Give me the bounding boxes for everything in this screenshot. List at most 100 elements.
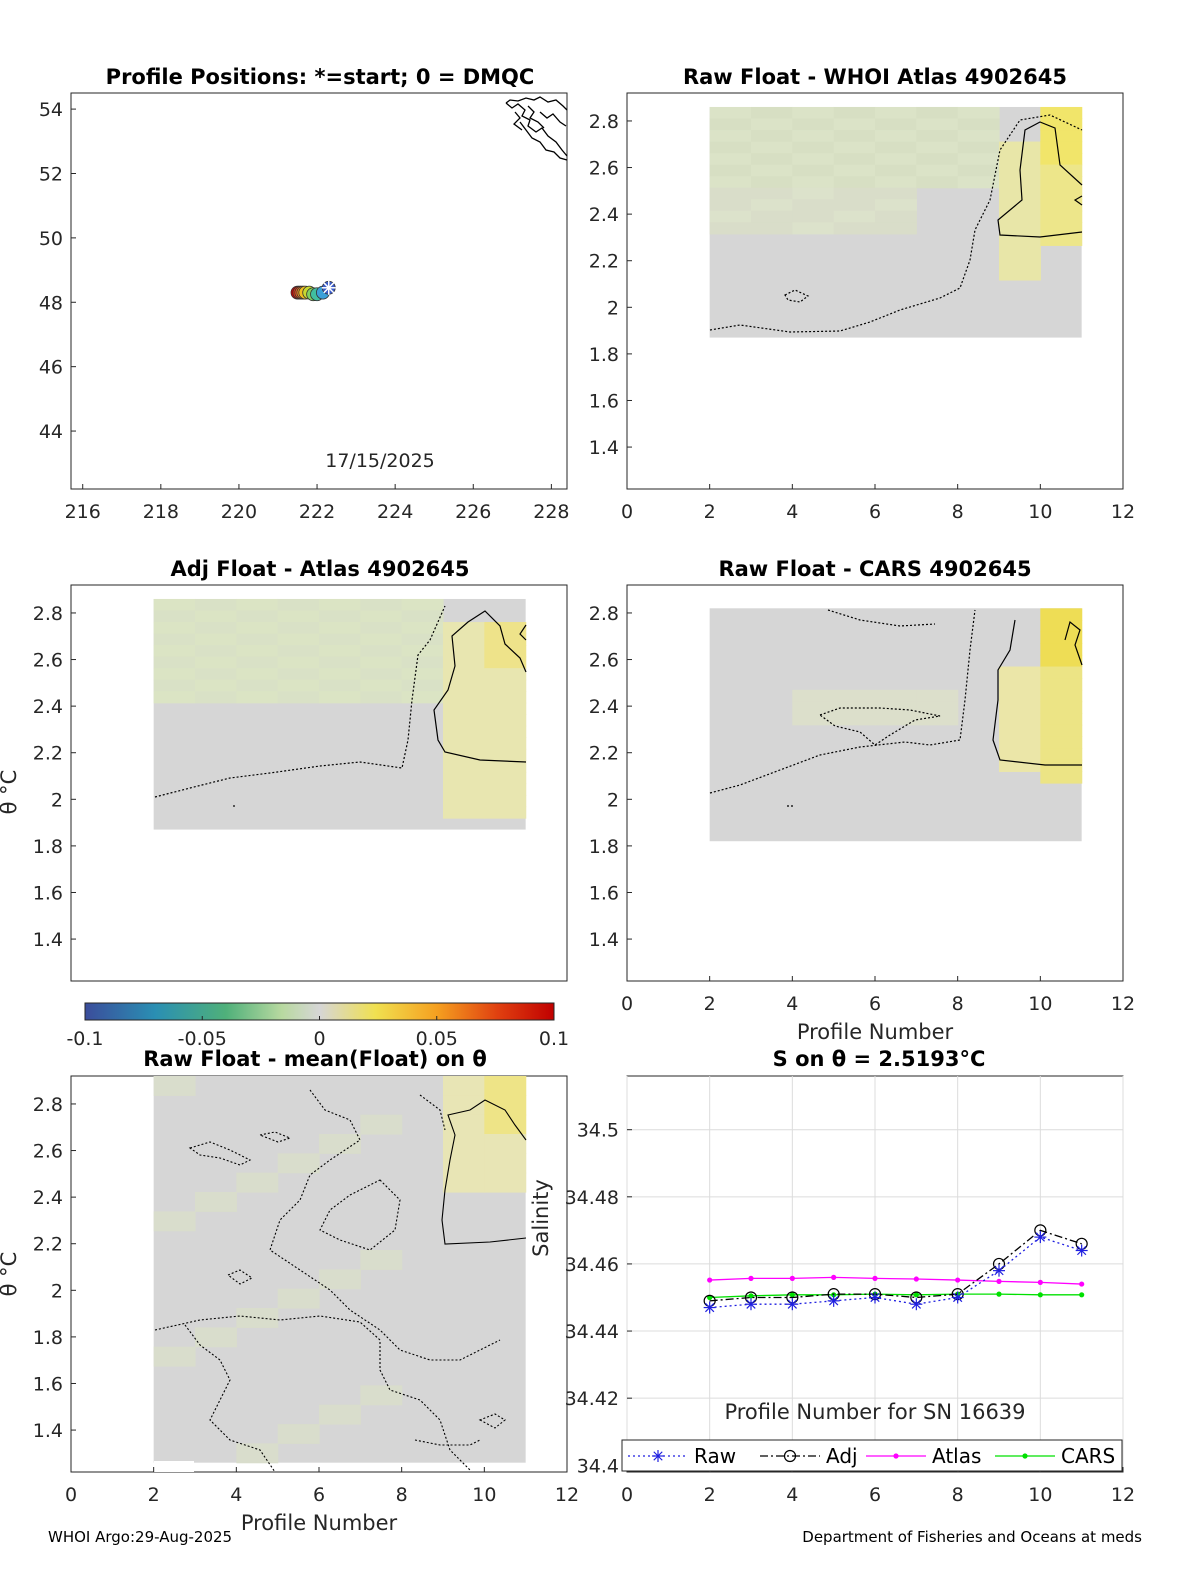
- whoi-heatmap-cell: [833, 141, 876, 154]
- adj-heatmap-cell: [195, 598, 237, 612]
- adj-heatmap-cell: [319, 645, 361, 658]
- whoi-heatmap-cell: [999, 153, 1041, 166]
- positions-annotation: 17/15/2025: [325, 450, 435, 472]
- adj-y-tick-label: 1.4: [33, 929, 63, 951]
- adj-heatmap-cell: [484, 668, 527, 681]
- colorbar-tick-label: 0.05: [416, 1028, 458, 1050]
- whoi-heatmap-cell: [1040, 222, 1083, 235]
- series-point-atlas: [831, 1274, 837, 1280]
- cars-y-tick-label: 1.4: [589, 929, 619, 951]
- adj-heatmap-cell: [484, 760, 527, 773]
- colorbar-tick-label: -0.05: [178, 1028, 227, 1050]
- whoi-atlas-title: Raw Float - WHOI Atlas 4902645: [683, 65, 1067, 89]
- cars-heatmap-cell: [792, 713, 835, 726]
- adj-heatmap-cell: [484, 679, 527, 692]
- whoi-heatmap-cell: [709, 222, 752, 235]
- colorbar-ticks: -0.1 -0.05 0 0.05 0.1: [66, 1016, 569, 1050]
- series-point-cars: [1079, 1292, 1085, 1298]
- whoi-y-tick-label: 2.8: [589, 111, 619, 133]
- adj-heatmap-cell: [360, 668, 403, 681]
- adj-heatmap-cell: [484, 794, 527, 808]
- whoi-heatmap-cell: [1040, 130, 1083, 143]
- cars-y-tick-label: 2.4: [589, 696, 619, 718]
- positions-y-tick-label: 52: [39, 163, 63, 185]
- whoi-heatmap-cell: [709, 118, 752, 131]
- whoi-heatmap-cell: [833, 222, 876, 235]
- adj-heatmap-cell: [360, 679, 403, 692]
- adj-heatmap-cell: [484, 771, 527, 785]
- cars-heatmap-cell: [1040, 713, 1083, 726]
- series-point-atlas: [748, 1275, 754, 1281]
- whoi-x-tick-label: 0: [621, 501, 633, 523]
- whoi-heatmap-cell: [792, 187, 835, 200]
- adj-heatmap-cell: [443, 737, 485, 750]
- cars-x-tick-label: 8: [952, 993, 964, 1015]
- cars-heatmap-cell: [999, 713, 1041, 726]
- mean-heatmap-cell: [153, 1211, 196, 1232]
- mean-y-tick-label: 1.6: [33, 1373, 63, 1395]
- series-point-atlas: [996, 1278, 1002, 1284]
- whoi-heatmap-cell: [833, 199, 876, 212]
- adj-heatmap-cell: [484, 783, 527, 796]
- adj-heatmap-cell: [484, 633, 527, 646]
- cars-y-tick-label: 1.6: [589, 882, 619, 904]
- mean-heatmap-cell: [360, 1250, 403, 1270]
- whoi-heatmap-cell: [875, 118, 917, 131]
- profile-points: [290, 280, 336, 302]
- adj-heatmap-cell: [443, 702, 485, 715]
- series-point-cars: [913, 1292, 919, 1298]
- adj-heatmap-cell: [401, 668, 444, 681]
- salinity-series: [703, 1224, 1088, 1314]
- mean-heatmap-cell: [484, 1114, 527, 1135]
- adj-heatmap-cell: [153, 633, 196, 646]
- mean-heatmap-cell: [277, 1153, 320, 1174]
- adj-y-ticks: 1.4 1.6 1.8 2 2.2 2.4 2.6 2.8: [33, 603, 76, 951]
- mean-heatmap-cell: [319, 1269, 361, 1290]
- mean-y-tick-label: 2.8: [33, 1094, 63, 1116]
- cars-heatmap-cell: [875, 701, 917, 714]
- adj-heatmap-cell: [277, 679, 320, 692]
- whoi-heatmap-cell: [916, 164, 959, 177]
- positions-y-tick-label: 50: [39, 228, 63, 250]
- adj-heatmap-cell: [195, 610, 237, 623]
- whoi-heatmap-cell: [792, 141, 835, 154]
- mean-heatmap-cell: [277, 1424, 320, 1444]
- whoi-heatmap-cell: [792, 199, 835, 212]
- whoi-heatmap-cell: [957, 153, 1000, 166]
- adj-heatmap-cell: [195, 668, 237, 681]
- footer-left: WHOI Argo:29-Aug-2025: [48, 1528, 232, 1546]
- cars-heatmap-cell: [1040, 643, 1083, 656]
- adj-heatmap-cell: [443, 760, 485, 773]
- series-point-cars: [1037, 1292, 1043, 1298]
- legend-marker-cars: [1022, 1453, 1028, 1459]
- positions-panel: 17/15/2025 216 218 220 222 224 226 228 44 46 48 5…: [39, 92, 570, 523]
- adj-heatmap-cell: [153, 691, 196, 704]
- series-line-raw: [709, 1236, 1082, 1309]
- cars-heatmap-cell: [875, 713, 917, 726]
- adj-heatmap-cell: [484, 737, 527, 750]
- adj-heatmap-cell: [443, 622, 485, 635]
- cars-heatmap-cell: [833, 701, 876, 714]
- mean-y-tick-label: 2.6: [33, 1141, 63, 1163]
- whoi-x-tick-label: 8: [952, 501, 964, 523]
- cars-title: Raw Float - CARS 4902645: [718, 557, 1031, 581]
- adj-heatmap-cell: [153, 656, 196, 669]
- cars-heatmap-cell: [1040, 678, 1083, 691]
- whoi-heatmap-cell: [709, 130, 752, 143]
- whoi-contours: [709, 114, 1083, 333]
- adj-heatmap-cell: [484, 748, 527, 762]
- whoi-heatmap-cell: [751, 130, 793, 143]
- series-point-raw: [787, 1299, 798, 1309]
- adj-heatmap-cell: [319, 691, 361, 704]
- cars-heatmap-cell: [833, 689, 876, 703]
- series-point-atlas: [1037, 1279, 1043, 1285]
- adj-heatmap-cell: [236, 668, 279, 681]
- adj-y-tick-label: 2: [51, 789, 63, 811]
- adj-heatmap-cell: [360, 645, 403, 658]
- adj-heatmap-cell: [443, 691, 485, 704]
- mean-y-tick-label: 2: [51, 1280, 63, 1302]
- adj-heatmap-cell: [277, 645, 320, 658]
- adj-heatmap-cell: [153, 622, 196, 635]
- whoi-heatmap-cell: [709, 210, 752, 223]
- whoi-heatmap-cell: [751, 118, 793, 131]
